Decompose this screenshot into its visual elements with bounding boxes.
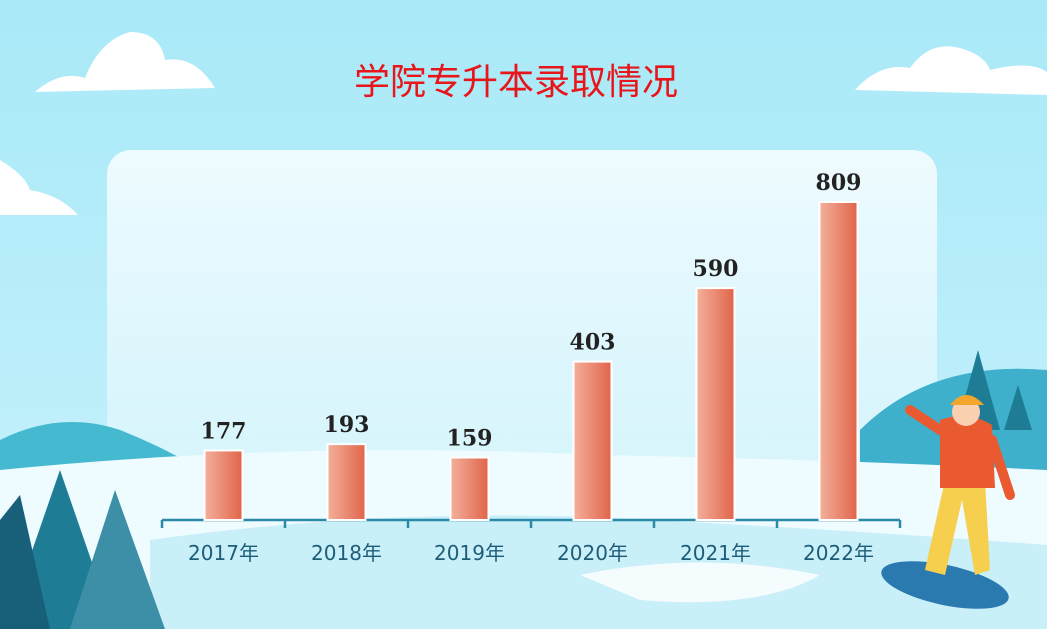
- x-tick-label: 2022年: [803, 541, 874, 565]
- value-label: 809: [816, 170, 862, 196]
- value-label: 590: [693, 256, 739, 282]
- value-label: 159: [447, 426, 493, 452]
- bar: [449, 456, 490, 521]
- x-tick-label: 2020年: [557, 541, 628, 565]
- trees: [0, 350, 1032, 629]
- bar: [572, 360, 613, 522]
- bar: [326, 443, 367, 521]
- clouds: [0, 32, 1047, 215]
- bar: [695, 287, 736, 521]
- x-tick-label: 2019年: [434, 541, 505, 565]
- value-label: 403: [570, 330, 616, 356]
- snowboarder: [881, 395, 1015, 609]
- value-label: 193: [324, 412, 370, 438]
- plot: 177 2017年 193 2018年 159 2019年 403 2020年 590 2021年…: [160, 170, 902, 565]
- x-tick-label: 2017年: [188, 541, 259, 565]
- chart-title: 学院专升本录取情况: [354, 62, 678, 103]
- value-label: 177: [201, 418, 247, 444]
- x-tick-label: 2021年: [680, 541, 751, 565]
- x-tick-label: 2018年: [311, 541, 382, 565]
- bar: [203, 449, 244, 521]
- bar: [818, 201, 859, 521]
